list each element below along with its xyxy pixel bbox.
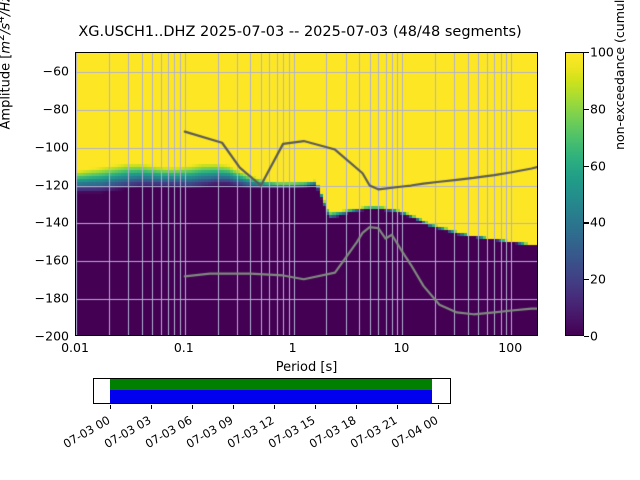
colorbar-tick-label: 0 [590,328,598,344]
x-tick-minor [161,335,162,336]
x-tick-minor [501,335,502,336]
x-tick-minor [152,335,153,336]
y-tick-label: −60 [42,63,69,79]
x-tick-minor [218,335,219,336]
ppsd-axes[interactable] [75,52,538,336]
y-tick [75,261,76,262]
x-tick-minor [142,335,143,336]
x-tick-minor [506,335,507,336]
x-tick-minor [174,335,175,336]
x-tick-minor [468,335,469,336]
x-tick-major [511,335,512,336]
timeline-tick [397,405,399,409]
x-tick-minor [168,335,169,336]
colorbar-tick [584,108,589,110]
colorbar-tick-label: 20 [590,271,606,287]
x-tick-label: 0.1 [173,340,194,355]
y-tick [75,110,76,111]
y-tick-label: −160 [34,252,69,268]
x-tick-label: 0.01 [61,340,89,355]
data-coverage-green [110,379,433,390]
data-coverage-blue [110,390,433,403]
timeline-tick [192,405,194,409]
x-tick-label: 1 [288,340,297,355]
x-tick-minor [378,335,379,336]
colorbar-tick [584,222,589,224]
colorbar-tick-label: 40 [590,214,606,230]
data-coverage-timeline[interactable] [93,378,451,409]
x-tick-minor [326,335,327,336]
colorbar-tick-label: 80 [590,101,606,117]
y-tick [75,72,76,73]
x-tick-minor [261,335,262,336]
x-tick-minor [277,335,278,336]
x-tick-minor [392,335,393,336]
x-tick-minor [435,335,436,336]
x-tick-minor [359,335,360,336]
y-tick-label: −100 [34,139,69,155]
x-tick-minor [370,335,371,336]
x-axis-label: Period [s] [275,360,338,375]
colorbar-gradient [566,53,583,335]
x-tick-major [294,335,295,336]
x-tick-minor [487,335,488,336]
x-tick-minor [478,335,479,336]
x-tick-major [76,335,77,336]
x-tick-minor [346,335,347,336]
colorbar-tick-label: 100 [590,44,614,60]
y-tick [75,148,76,149]
y-tick [75,186,76,187]
y-tick-label: −180 [34,290,69,306]
y-axis-label: Amplitude [m2/s4/Hz] [dB] [0,0,14,130]
x-tick-minor [397,335,398,336]
y-tick [75,223,76,224]
colorbar-tick [584,336,589,338]
timeline-tick [356,405,358,409]
x-tick-label: 10 [393,340,410,355]
y-tick [75,299,76,300]
x-tick-minor [237,335,238,336]
x-tick-minor [454,335,455,336]
figure-title: XG.USCH1..DHZ 2025-07-03 -- 2025-07-03 (… [78,24,522,40]
y-tick-label: −200 [34,328,69,344]
y-tick-label: −80 [42,101,69,117]
colorbar-tick [584,52,589,54]
x-tick-major [185,335,186,336]
timeline-tick [438,405,440,409]
timeline-tick [315,405,317,409]
x-tick-minor [269,335,270,336]
x-tick-minor [109,335,110,336]
x-tick-minor [386,335,387,336]
x-tick-minor [289,335,290,336]
timeline-tick [110,405,112,409]
x-tick-minor [283,335,284,336]
x-tick-minor [494,335,495,336]
x-tick-label: 100 [498,340,523,355]
timeline-tick [274,405,276,409]
colorbar [565,52,584,336]
colorbar-tick [584,165,589,167]
colorbar-label: non-exceedance (cumulative) [%] [612,0,627,150]
x-tick-minor [128,335,129,336]
x-tick-minor [180,335,181,336]
x-tick-major [402,335,403,336]
y-tick-label: −120 [34,177,69,193]
y-tick-labels: −60 −80 −100 −120 −140 −160 −180 −200 [0,0,69,480]
y-tick-label: −140 [34,214,69,230]
colorbar-tick [584,279,589,281]
timeline-tick [151,405,153,409]
noise-model-lines [76,53,537,335]
colorbar-tick-label: 60 [590,158,606,174]
x-tick-minor [250,335,251,336]
timeline-tick [233,405,235,409]
